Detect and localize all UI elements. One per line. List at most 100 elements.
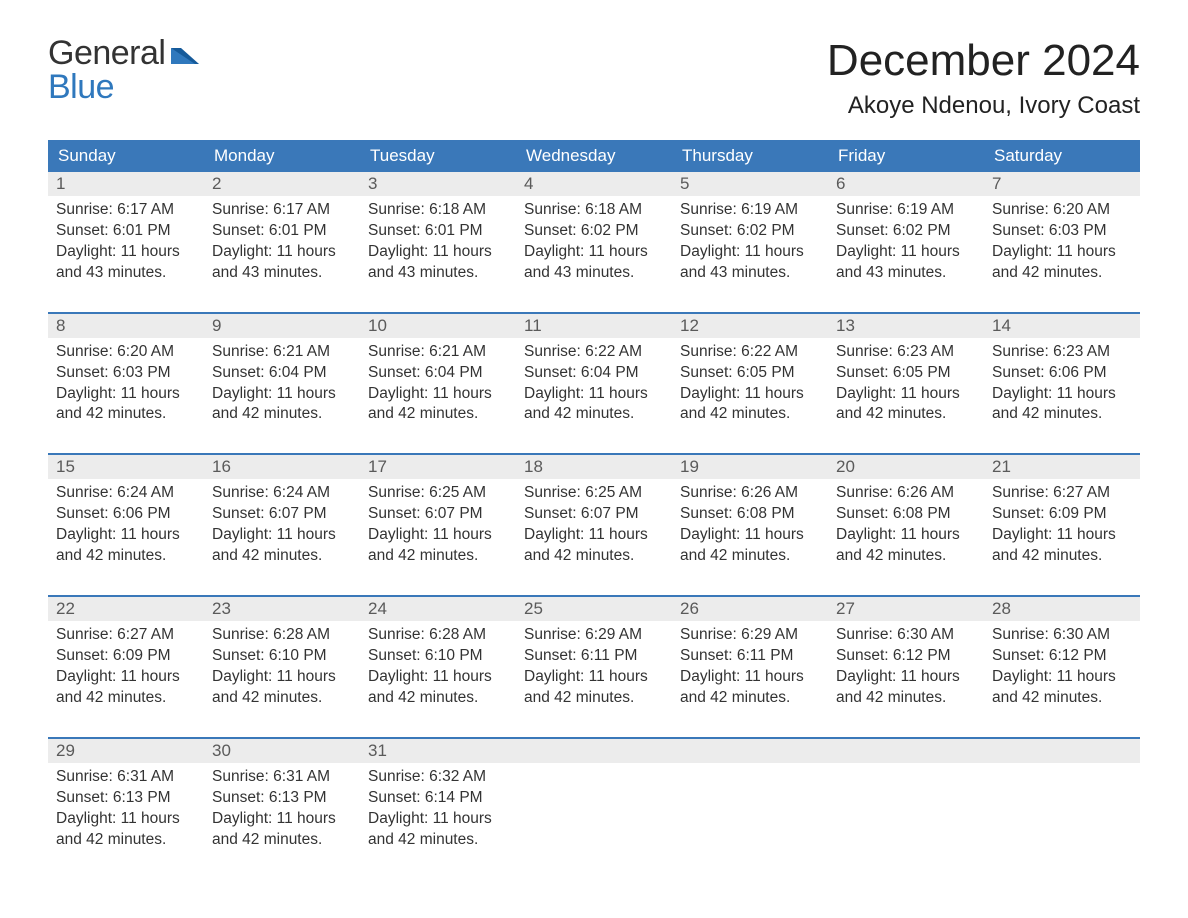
day-number: 18 bbox=[516, 455, 672, 479]
sunrise-line: Sunrise: 6:17 AM bbox=[212, 200, 352, 221]
day-details: Sunrise: 6:31 AMSunset: 6:13 PMDaylight:… bbox=[204, 763, 360, 859]
daylight-line: Daylight: 11 hours and 42 minutes. bbox=[992, 525, 1132, 567]
sunset-line: Sunset: 6:01 PM bbox=[368, 221, 508, 242]
daylight-line: Daylight: 11 hours and 42 minutes. bbox=[212, 809, 352, 851]
location-title: Akoye Ndenou, Ivory Coast bbox=[827, 92, 1140, 120]
sunset-line: Sunset: 6:01 PM bbox=[212, 221, 352, 242]
sunrise-line: Sunrise: 6:31 AM bbox=[56, 767, 196, 788]
day-details: Sunrise: 6:28 AMSunset: 6:10 PMDaylight:… bbox=[360, 621, 516, 717]
sunrise-line: Sunrise: 6:28 AM bbox=[212, 625, 352, 646]
day-number bbox=[828, 739, 984, 763]
sunset-line: Sunset: 6:04 PM bbox=[524, 363, 664, 384]
weekday-header: Sunday bbox=[48, 140, 204, 172]
month-title: December 2024 bbox=[827, 36, 1140, 86]
weekday-header: Monday bbox=[204, 140, 360, 172]
day-details: Sunrise: 6:23 AMSunset: 6:05 PMDaylight:… bbox=[828, 338, 984, 434]
daylight-line: Daylight: 11 hours and 43 minutes. bbox=[368, 242, 508, 284]
day-number: 23 bbox=[204, 597, 360, 621]
daylight-line: Daylight: 11 hours and 43 minutes. bbox=[836, 242, 976, 284]
calendar-cell: 19Sunrise: 6:26 AMSunset: 6:08 PMDayligh… bbox=[672, 455, 828, 575]
sunset-line: Sunset: 6:02 PM bbox=[680, 221, 820, 242]
sunrise-line: Sunrise: 6:30 AM bbox=[836, 625, 976, 646]
calendar-week: 22Sunrise: 6:27 AMSunset: 6:09 PMDayligh… bbox=[48, 597, 1140, 717]
day-number: 12 bbox=[672, 314, 828, 338]
logo-word-blue: Blue bbox=[48, 70, 199, 104]
calendar-week: 15Sunrise: 6:24 AMSunset: 6:06 PMDayligh… bbox=[48, 455, 1140, 575]
calendar-cell: 8Sunrise: 6:20 AMSunset: 6:03 PMDaylight… bbox=[48, 314, 204, 434]
day-number: 2 bbox=[204, 172, 360, 196]
day-number bbox=[516, 739, 672, 763]
sunset-line: Sunset: 6:03 PM bbox=[992, 221, 1132, 242]
sunrise-line: Sunrise: 6:29 AM bbox=[680, 625, 820, 646]
calendar-cell: 22Sunrise: 6:27 AMSunset: 6:09 PMDayligh… bbox=[48, 597, 204, 717]
calendar-cell: 3Sunrise: 6:18 AMSunset: 6:01 PMDaylight… bbox=[360, 172, 516, 292]
day-number: 14 bbox=[984, 314, 1140, 338]
day-number: 25 bbox=[516, 597, 672, 621]
logo: General Blue bbox=[48, 36, 199, 104]
calendar-cell: 16Sunrise: 6:24 AMSunset: 6:07 PMDayligh… bbox=[204, 455, 360, 575]
daylight-line: Daylight: 11 hours and 42 minutes. bbox=[524, 525, 664, 567]
day-details: Sunrise: 6:25 AMSunset: 6:07 PMDaylight:… bbox=[516, 479, 672, 575]
sunset-line: Sunset: 6:01 PM bbox=[56, 221, 196, 242]
sunset-line: Sunset: 6:06 PM bbox=[992, 363, 1132, 384]
calendar-cell bbox=[828, 739, 984, 859]
calendar-cell: 25Sunrise: 6:29 AMSunset: 6:11 PMDayligh… bbox=[516, 597, 672, 717]
day-number: 6 bbox=[828, 172, 984, 196]
day-details: Sunrise: 6:19 AMSunset: 6:02 PMDaylight:… bbox=[828, 196, 984, 292]
day-details bbox=[672, 763, 828, 775]
calendar-cell: 6Sunrise: 6:19 AMSunset: 6:02 PMDaylight… bbox=[828, 172, 984, 292]
day-details: Sunrise: 6:27 AMSunset: 6:09 PMDaylight:… bbox=[48, 621, 204, 717]
day-number: 21 bbox=[984, 455, 1140, 479]
sunset-line: Sunset: 6:04 PM bbox=[212, 363, 352, 384]
calendar-cell bbox=[672, 739, 828, 859]
title-block: December 2024 Akoye Ndenou, Ivory Coast bbox=[827, 36, 1140, 120]
daylight-line: Daylight: 11 hours and 43 minutes. bbox=[212, 242, 352, 284]
day-details bbox=[828, 763, 984, 775]
sunset-line: Sunset: 6:08 PM bbox=[680, 504, 820, 525]
weekday-header: Wednesday bbox=[516, 140, 672, 172]
day-details: Sunrise: 6:23 AMSunset: 6:06 PMDaylight:… bbox=[984, 338, 1140, 434]
day-details: Sunrise: 6:19 AMSunset: 6:02 PMDaylight:… bbox=[672, 196, 828, 292]
calendar-cell: 10Sunrise: 6:21 AMSunset: 6:04 PMDayligh… bbox=[360, 314, 516, 434]
sunrise-line: Sunrise: 6:20 AM bbox=[56, 342, 196, 363]
sunset-line: Sunset: 6:09 PM bbox=[992, 504, 1132, 525]
sunset-line: Sunset: 6:06 PM bbox=[56, 504, 196, 525]
day-details: Sunrise: 6:27 AMSunset: 6:09 PMDaylight:… bbox=[984, 479, 1140, 575]
sunset-line: Sunset: 6:10 PM bbox=[368, 646, 508, 667]
daylight-line: Daylight: 11 hours and 42 minutes. bbox=[524, 667, 664, 709]
calendar-cell: 20Sunrise: 6:26 AMSunset: 6:08 PMDayligh… bbox=[828, 455, 984, 575]
sunset-line: Sunset: 6:07 PM bbox=[368, 504, 508, 525]
calendar-cell: 31Sunrise: 6:32 AMSunset: 6:14 PMDayligh… bbox=[360, 739, 516, 859]
day-number: 29 bbox=[48, 739, 204, 763]
calendar-cell: 23Sunrise: 6:28 AMSunset: 6:10 PMDayligh… bbox=[204, 597, 360, 717]
calendar-cell: 4Sunrise: 6:18 AMSunset: 6:02 PMDaylight… bbox=[516, 172, 672, 292]
day-number: 8 bbox=[48, 314, 204, 338]
sunset-line: Sunset: 6:12 PM bbox=[992, 646, 1132, 667]
day-number: 1 bbox=[48, 172, 204, 196]
calendar-cell: 18Sunrise: 6:25 AMSunset: 6:07 PMDayligh… bbox=[516, 455, 672, 575]
day-number: 24 bbox=[360, 597, 516, 621]
sunset-line: Sunset: 6:03 PM bbox=[56, 363, 196, 384]
sunset-line: Sunset: 6:02 PM bbox=[836, 221, 976, 242]
sunrise-line: Sunrise: 6:29 AM bbox=[524, 625, 664, 646]
sunset-line: Sunset: 6:12 PM bbox=[836, 646, 976, 667]
weekday-header: Thursday bbox=[672, 140, 828, 172]
weekday-header-row: SundayMondayTuesdayWednesdayThursdayFrid… bbox=[48, 140, 1140, 172]
sunrise-line: Sunrise: 6:25 AM bbox=[524, 483, 664, 504]
sunrise-line: Sunrise: 6:24 AM bbox=[212, 483, 352, 504]
weekday-header: Saturday bbox=[984, 140, 1140, 172]
sunrise-line: Sunrise: 6:28 AM bbox=[368, 625, 508, 646]
calendar-cell: 11Sunrise: 6:22 AMSunset: 6:04 PMDayligh… bbox=[516, 314, 672, 434]
daylight-line: Daylight: 11 hours and 43 minutes. bbox=[680, 242, 820, 284]
day-details bbox=[516, 763, 672, 775]
day-number: 28 bbox=[984, 597, 1140, 621]
sunrise-line: Sunrise: 6:27 AM bbox=[992, 483, 1132, 504]
daylight-line: Daylight: 11 hours and 42 minutes. bbox=[836, 667, 976, 709]
sunrise-line: Sunrise: 6:24 AM bbox=[56, 483, 196, 504]
calendar-cell: 13Sunrise: 6:23 AMSunset: 6:05 PMDayligh… bbox=[828, 314, 984, 434]
day-number: 30 bbox=[204, 739, 360, 763]
sunrise-line: Sunrise: 6:22 AM bbox=[680, 342, 820, 363]
sunset-line: Sunset: 6:07 PM bbox=[212, 504, 352, 525]
daylight-line: Daylight: 11 hours and 42 minutes. bbox=[992, 384, 1132, 426]
day-number bbox=[984, 739, 1140, 763]
